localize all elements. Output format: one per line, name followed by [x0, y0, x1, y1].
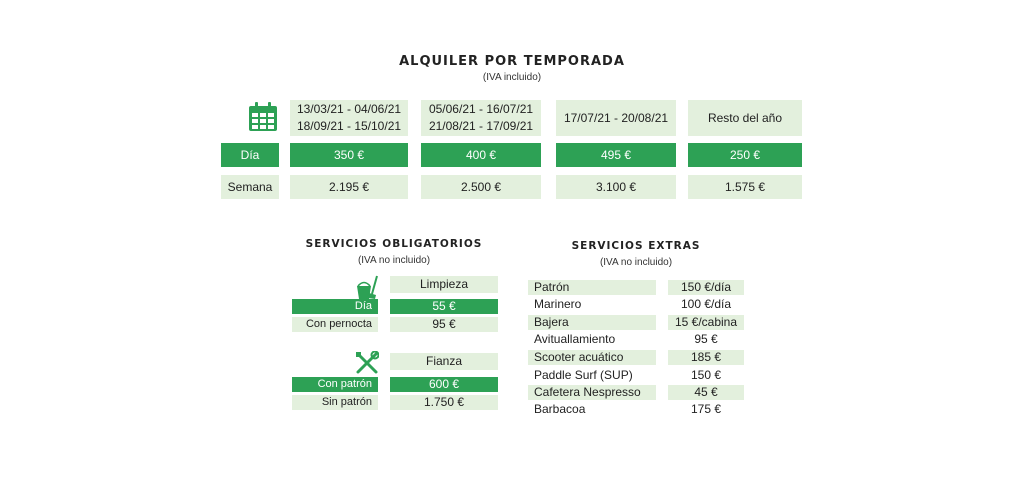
dia-price-4: 250 €: [688, 143, 802, 167]
extra-price-2: 100 €/día: [680, 297, 732, 311]
extra-name-2: Marinero: [534, 297, 582, 311]
extras-subtitle: (IVA no incluido): [599, 257, 673, 268]
period-2-line-1: 05/06/21 - 16/07/21: [428, 102, 534, 116]
period-2-line-2: 21/08/21 - 17/09/21: [428, 119, 534, 133]
extra-name-3: Bajera: [528, 315, 656, 330]
extra-name-6: Paddle Surf (SUP): [534, 368, 633, 382]
extra-price-8: 175 €: [690, 402, 722, 416]
cleaning-bucket-icon: [354, 274, 380, 300]
extra-name-8: Barbacoa: [534, 402, 586, 416]
period-1-line-1: 13/03/21 - 04/06/21: [296, 102, 402, 116]
mandatory-subtitle: (IVA no incluido): [357, 255, 431, 266]
fianza-row-2-value: 1.750 €: [390, 395, 498, 410]
fianza-header: Fianza: [390, 353, 498, 370]
period-4-line-1: Resto del año: [707, 110, 783, 125]
dia-price-2: 400 €: [421, 143, 541, 167]
period-3-line-1: 17/07/21 - 20/08/21: [563, 110, 669, 125]
tools-icon: [355, 350, 380, 375]
extra-price-4: 95 €: [694, 332, 718, 346]
extra-price-3: 15 €/cabina: [668, 315, 744, 330]
extra-price-7: 45 €: [668, 385, 744, 400]
extra-price-6: 150 €: [690, 368, 722, 382]
extra-name-5: Scooter acuático: [528, 350, 656, 365]
dia-price-1: 350 €: [290, 143, 408, 167]
fianza-row-1-value: 600 €: [390, 377, 498, 392]
row-dia-label: Día: [221, 143, 279, 167]
extra-price-1: 150 €/día: [668, 280, 744, 295]
row-semana-label: Semana: [221, 175, 279, 199]
limpieza-row-1-value: 55 €: [390, 299, 498, 314]
limpieza-row-2-value: 95 €: [390, 317, 498, 332]
fianza-row-1-label: Con patrón: [292, 377, 378, 392]
semana-price-2: 2.500 €: [421, 175, 541, 199]
extra-name-4: Avituallamiento: [534, 332, 616, 346]
dia-price-3: 495 €: [556, 143, 676, 167]
semana-price-1: 2.195 €: [290, 175, 408, 199]
period-1-line-2: 18/09/21 - 15/10/21: [296, 119, 402, 133]
limpieza-header: Limpieza: [390, 276, 498, 293]
extra-name-1: Patrón: [528, 280, 656, 295]
period-1: 13/03/21 - 04/06/21 18/09/21 - 15/10/21: [290, 100, 408, 136]
calendar-icon: [248, 102, 278, 132]
season-title: ALQUILER POR TEMPORADA: [399, 54, 625, 69]
period-4: Resto del año: [688, 100, 802, 136]
period-3: 17/07/21 - 20/08/21: [556, 100, 676, 136]
limpieza-row-2-label: Con pernocta: [292, 317, 378, 332]
semana-price-4: 1.575 €: [688, 175, 802, 199]
season-subtitle: (IVA incluido): [482, 72, 542, 83]
extra-name-7: Cafetera Nespresso: [528, 385, 656, 400]
semana-price-3: 3.100 €: [556, 175, 676, 199]
extras-title: SERVICIOS EXTRAS: [571, 240, 701, 252]
fianza-row-2-label: Sin patrón: [292, 395, 378, 410]
limpieza-row-1-label: Día: [292, 299, 378, 314]
period-2: 05/06/21 - 16/07/21 21/08/21 - 17/09/21: [421, 100, 541, 136]
mandatory-title: SERVICIOS OBLIGATORIOS: [305, 238, 483, 250]
extra-price-5: 185 €: [668, 350, 744, 365]
